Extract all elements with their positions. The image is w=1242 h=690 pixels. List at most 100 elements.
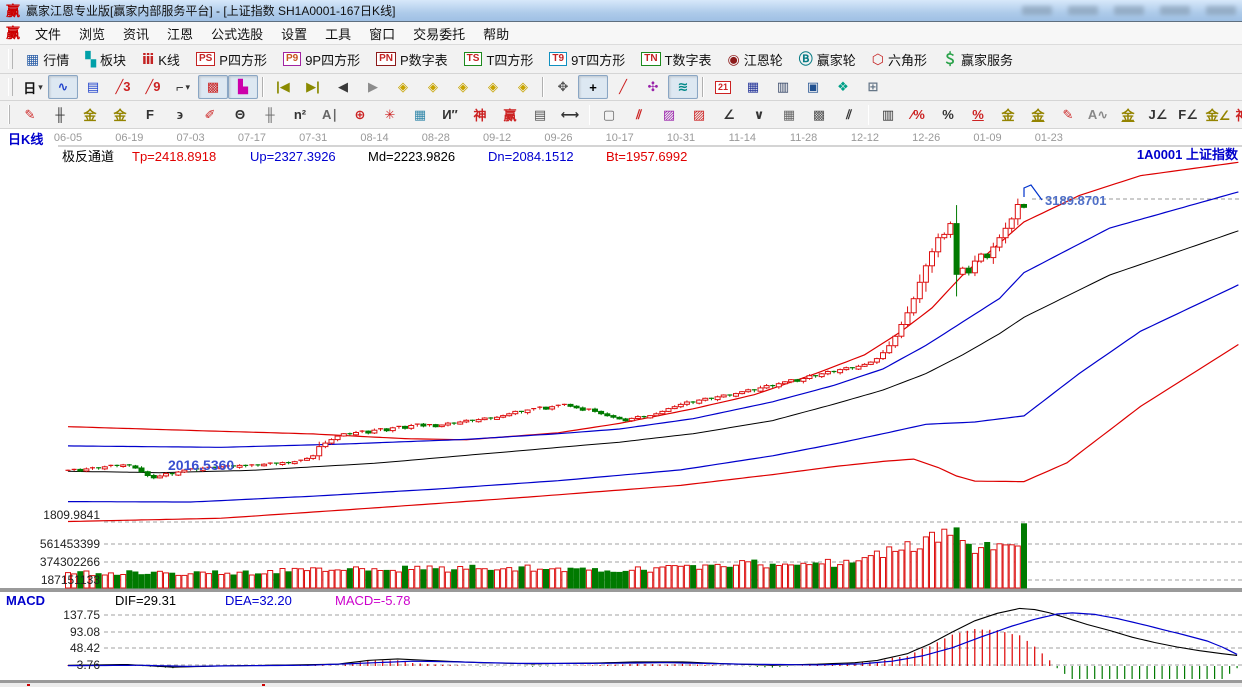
titlebar-blurred-item[interactable] (1114, 6, 1144, 15)
9p-square-button[interactable]: P9 9P四方形 (275, 47, 368, 72)
winner-wheel-button[interactable]: Ⓑ 赢家轮 (791, 46, 864, 72)
fan-box-red-button[interactable]: ▨ (684, 103, 714, 127)
chart-area[interactable]: 日K线 极反通道 Tp=2418.8918 Up=2327.3926 Md=22… (0, 129, 1242, 687)
wave-9-button[interactable]: ╱9 (138, 75, 168, 99)
spiral-button[interactable]: ϶ (165, 103, 195, 127)
info-document-button[interactable]: ▤ (78, 75, 108, 99)
k-mark-button[interactable]: И″ (435, 103, 465, 127)
zigzag-v-button[interactable]: ∨ (744, 103, 774, 127)
hand-pan-button[interactable]: ✥ (548, 75, 578, 99)
menu-item-6[interactable]: 工具 (325, 26, 352, 42)
wave-3-button[interactable]: ╱3 (108, 75, 138, 99)
menu-item-9[interactable]: 帮助 (483, 26, 510, 42)
diamond-center-button[interactable]: ◈ (508, 75, 538, 99)
wave-scribble-button[interactable]: ≋ (668, 75, 698, 99)
red-brush-button[interactable]: ✐ (195, 103, 225, 127)
p-square-button[interactable]: PS P四方形 (188, 47, 275, 72)
next-bar-button[interactable]: ▶ (358, 75, 388, 99)
candle-body (304, 457, 310, 461)
wave-a-button[interactable]: A∿ (1083, 103, 1113, 127)
grid-net-button[interactable]: ▦ (774, 103, 804, 127)
flag-mark-button[interactable]: ⌐ ▾ (168, 75, 198, 99)
grid-arrow-button[interactable]: ▩ (804, 103, 834, 127)
t-square-button[interactable]: TS T四方形 (456, 47, 542, 72)
titlebar-blurred-item[interactable] (1206, 6, 1236, 15)
gold-line-button[interactable]: 金 (1023, 103, 1053, 127)
diamond-right-button[interactable]: ◈ (418, 75, 448, 99)
notes-button[interactable]: ▥ (768, 75, 798, 99)
titlebar-blurred-item[interactable] (1068, 6, 1098, 15)
angle-lines-button[interactable]: ∠ (714, 103, 744, 127)
fan-box-purple-button[interactable]: ▨ (654, 103, 684, 127)
trendline-tool-button[interactable]: ╱ (608, 75, 638, 99)
gold-grid-a-button[interactable]: 金 (75, 103, 105, 127)
last-page-button[interactable]: ▶| (298, 75, 328, 99)
first-page-button[interactable]: |◀ (268, 75, 298, 99)
pattern-match-button[interactable]: ▩ (198, 75, 228, 99)
menu-item-2[interactable]: 资讯 (123, 26, 150, 42)
menu-item-3[interactable]: 江恩 (167, 26, 194, 42)
p-table-button[interactable]: PN P数字表 (368, 47, 456, 72)
percent-line-button[interactable]: ∕% (903, 103, 933, 127)
gann-table-button[interactable]: ▥ (873, 103, 903, 127)
selection-box-button[interactable]: ▢ (594, 103, 624, 127)
n-square-button[interactable]: n² (285, 103, 315, 127)
kline-button[interactable]: ⅲ K线 (134, 47, 188, 72)
price-grid-button[interactable]: ╫ (45, 103, 75, 127)
gold-under-button[interactable]: 金 (1113, 103, 1143, 127)
menu-item-4[interactable]: 公式选股 (211, 26, 264, 42)
sectors-button[interactable]: ▚ 板块 (77, 47, 134, 72)
menu-item-7[interactable]: 窗口 (369, 26, 396, 42)
j-angle-button[interactable]: J∠ (1143, 103, 1173, 127)
web-box-button[interactable]: ▦ (405, 103, 435, 127)
prev-bar-button[interactable]: ◀ (328, 75, 358, 99)
menu-item-5[interactable]: 设置 (281, 26, 308, 42)
brush-tool-button[interactable]: ✎ (15, 103, 45, 127)
gann-wheel-button[interactable]: ◉ 江恩轮 (720, 47, 791, 72)
fib-grid-button[interactable]: F (135, 103, 165, 127)
percent-under-button[interactable]: % (963, 103, 993, 127)
hexagon-button[interactable]: ⬡ 六角形 (864, 47, 935, 72)
calendar-button[interactable]: 21 (708, 75, 738, 99)
network-button[interactable]: ❖ (828, 75, 858, 99)
andrews-fork-button[interactable]: A∣ (315, 103, 345, 127)
gann-knot-button[interactable]: ✣ (638, 75, 668, 99)
diamond-expand-button[interactable]: ◈ (448, 75, 478, 99)
marker-pen-button[interactable]: ✎ (1053, 103, 1083, 127)
f-angle-button[interactable]: F∠ (1173, 103, 1203, 127)
t-table-button[interactable]: TN T数字表 (633, 47, 719, 72)
percent-button[interactable]: % (933, 103, 963, 127)
diamond-left-button[interactable]: ◈ (388, 75, 418, 99)
god-tool-button[interactable]: 神 (465, 103, 495, 127)
gold-circle-button[interactable]: 金 (993, 103, 1023, 127)
compression-tool-button[interactable]: ∿ (48, 75, 78, 99)
quotes-button[interactable]: ▦ 行情 (18, 47, 77, 72)
kline-chart[interactable]: 日K线 极反通道 Tp=2418.8918 Up=2327.3926 Md=22… (0, 129, 1242, 687)
line-grid-button[interactable]: ╫ (255, 103, 285, 127)
time-cycle-button[interactable]: Θ (225, 103, 255, 127)
crosshair-button[interactable]: + (578, 75, 608, 99)
diamond-compress-button[interactable]: ◈ (478, 75, 508, 99)
ruler-button[interactable]: ▤ (525, 103, 555, 127)
gold-angle-button[interactable]: 金∠ (1203, 103, 1233, 127)
menu-item-1[interactable]: 浏览 (79, 26, 106, 42)
9t-square-button[interactable]: T9 9T四方形 (541, 47, 633, 72)
menu-item-0[interactable]: 文件 (35, 26, 62, 42)
period-select-button[interactable]: 日 ▾ (18, 75, 48, 99)
spider-web-button[interactable]: ✳ (375, 103, 405, 127)
menu-item-8[interactable]: 交易委托 (413, 26, 466, 42)
gann-fan-button[interactable]: ⫽ (624, 103, 654, 127)
span-measure-button[interactable]: ⟷ (555, 103, 585, 127)
volume-profile-button[interactable]: ▙ (228, 75, 258, 99)
calculator-button[interactable]: ▦ (738, 75, 768, 99)
win-tool-button[interactable]: 赢 (495, 103, 525, 127)
winner-service-button[interactable]: ＄赢家服务 (935, 46, 1021, 72)
parallel-lines-button[interactable]: ⫽ (834, 103, 864, 127)
titlebar-blurred-item[interactable] (1160, 6, 1190, 15)
print-button[interactable]: ⊞ (858, 75, 888, 99)
titlebar-blurred-item[interactable] (1022, 6, 1052, 15)
save-button[interactable]: ▣ (798, 75, 828, 99)
circle-cross-button[interactable]: ⊕ (345, 103, 375, 127)
gold-grid-b-button[interactable]: 金 (105, 103, 135, 127)
god-angle-button[interactable]: 神∠ (1233, 103, 1242, 127)
